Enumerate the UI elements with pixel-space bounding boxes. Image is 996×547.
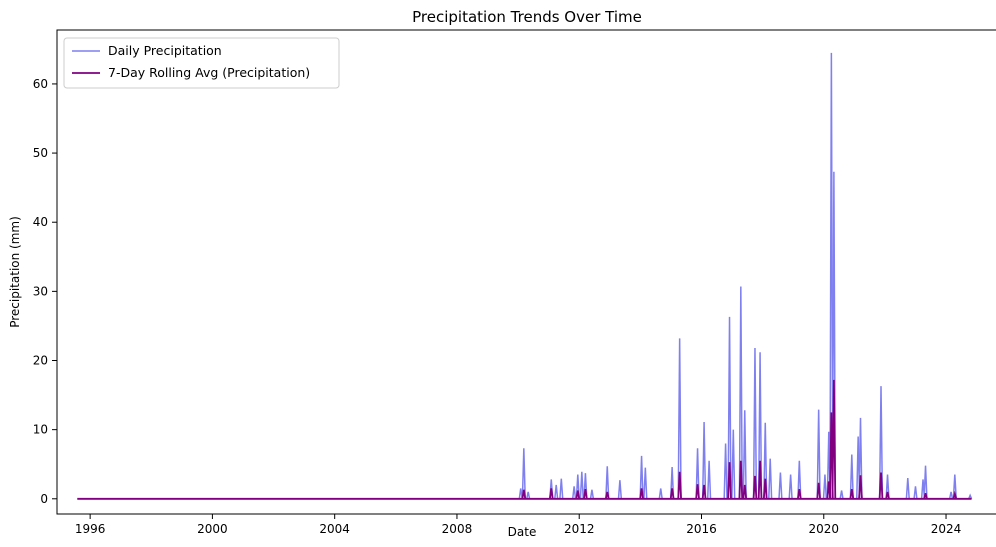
data-spike xyxy=(829,52,834,499)
data-spike xyxy=(797,460,802,499)
data-spike xyxy=(816,482,821,499)
data-spike xyxy=(548,488,554,499)
data-spike xyxy=(605,466,610,499)
y-tick-label: 60 xyxy=(33,77,48,91)
data-spike xyxy=(797,488,802,499)
data-spike xyxy=(579,471,584,499)
plot-area xyxy=(77,52,973,500)
x-tick-label: 2000 xyxy=(197,522,228,536)
data-spike xyxy=(639,488,644,499)
series-daily xyxy=(77,52,973,500)
data-spike xyxy=(643,467,648,499)
data-spike xyxy=(968,493,973,500)
legend-label-rolling: 7-Day Rolling Avg (Precipitation) xyxy=(108,65,310,80)
data-spike xyxy=(658,488,663,499)
data-spike xyxy=(768,458,773,499)
y-tick-label: 20 xyxy=(33,354,48,368)
data-spike xyxy=(878,386,884,499)
data-spike xyxy=(669,466,675,499)
y-axis: 0 10 20 30 40 50 60 xyxy=(33,77,57,506)
x-tick-label: 2020 xyxy=(808,522,839,536)
data-spike xyxy=(788,474,793,499)
data-spike xyxy=(701,484,707,499)
legend-box xyxy=(63,37,340,89)
data-spike xyxy=(559,478,564,499)
data-spike xyxy=(695,484,700,499)
data-spike xyxy=(583,488,588,499)
plot-frame xyxy=(56,29,996,515)
data-spike xyxy=(731,429,736,499)
y-tick-label: 10 xyxy=(33,423,48,437)
data-spike xyxy=(757,352,763,499)
data-spike xyxy=(589,489,595,499)
data-spike xyxy=(762,478,768,499)
data-spike xyxy=(727,462,732,499)
data-spike xyxy=(822,474,828,499)
data-spike xyxy=(727,316,732,499)
chart-title: Precipitation Trends Over Time xyxy=(412,8,642,26)
legend: Daily Precipitation 7-Day Rolling Avg (P… xyxy=(63,37,340,89)
data-spike xyxy=(952,474,957,499)
data-spike xyxy=(763,422,768,499)
data-spike xyxy=(839,490,844,499)
data-spike xyxy=(575,490,581,499)
data-spike xyxy=(849,488,855,499)
data-spike xyxy=(738,460,744,499)
data-spike xyxy=(677,471,682,499)
data-spike xyxy=(905,477,910,499)
data-spike xyxy=(858,475,863,499)
data-spike xyxy=(669,488,675,499)
y-axis-label: Precipitation (mm) xyxy=(8,216,22,328)
data-spike xyxy=(923,465,928,499)
x-tick-label: 2016 xyxy=(686,522,717,536)
data-spike xyxy=(554,484,559,499)
data-spike xyxy=(913,486,918,499)
x-tick-label: 1996 xyxy=(75,522,106,536)
x-tick-label: 2024 xyxy=(931,522,962,536)
data-spike xyxy=(723,443,728,499)
data-spike xyxy=(701,422,707,499)
data-spike xyxy=(526,491,531,499)
data-spike xyxy=(757,460,763,499)
data-spike xyxy=(849,454,854,499)
x-tick-label: 2012 xyxy=(564,522,595,536)
x-tick-label: 2008 xyxy=(442,522,473,536)
data-spike xyxy=(677,338,682,499)
data-spike xyxy=(617,480,623,499)
x-axis: 1996 2000 2004 2008 2012 2016 2020 2024 xyxy=(75,514,961,536)
data-spike xyxy=(706,460,712,499)
data-spike xyxy=(778,472,783,499)
data-spike xyxy=(521,489,527,499)
y-tick-label: 30 xyxy=(33,284,48,298)
data-spike xyxy=(604,491,610,499)
legend-label-daily: Daily Precipitation xyxy=(108,43,222,58)
series-rolling xyxy=(77,379,972,500)
data-spike xyxy=(952,490,958,500)
data-spike xyxy=(738,286,743,499)
data-spike xyxy=(742,484,748,499)
data-spike xyxy=(816,409,821,499)
y-tick-label: 0 xyxy=(40,492,48,506)
data-spike xyxy=(742,410,747,499)
data-spike xyxy=(521,448,526,499)
data-spike xyxy=(639,455,644,499)
data-spike xyxy=(923,493,928,500)
data-spike xyxy=(752,475,758,499)
data-spike xyxy=(878,472,884,499)
y-tick-label: 50 xyxy=(33,146,48,160)
data-spike xyxy=(885,491,890,499)
x-axis-label: Date xyxy=(508,525,537,539)
data-spike xyxy=(518,488,523,499)
y-tick-label: 40 xyxy=(33,215,48,229)
data-spike xyxy=(948,491,954,499)
data-spike xyxy=(831,379,837,499)
data-spike xyxy=(885,474,890,499)
data-spike xyxy=(695,448,700,499)
data-spike xyxy=(752,348,758,499)
x-tick-label: 2004 xyxy=(319,522,350,536)
data-spike xyxy=(571,486,577,499)
data-spike xyxy=(858,417,863,499)
